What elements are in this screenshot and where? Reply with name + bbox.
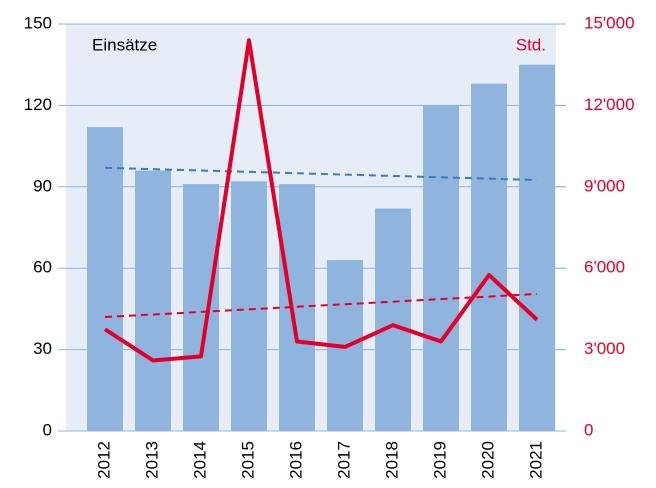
x-tick-label: 2014 xyxy=(190,441,209,479)
y2-tick-label: 0 xyxy=(584,420,593,439)
y-tick-label: 0 xyxy=(43,420,52,439)
y2-tick-label: 6'000 xyxy=(584,258,625,277)
x-tick-label: 2013 xyxy=(142,441,161,479)
legend-label: Einsätze xyxy=(92,35,157,54)
y2-tick-label: 12'000 xyxy=(584,95,635,114)
x-tick-label: 2012 xyxy=(94,441,113,479)
x-tick-label: 2017 xyxy=(334,441,353,479)
x-tick-label: 2019 xyxy=(430,441,449,479)
bar xyxy=(135,170,171,431)
y-tick-label: 120 xyxy=(24,95,52,114)
trend-line xyxy=(104,166,538,182)
x-tick-label: 2015 xyxy=(238,441,257,479)
trend-line xyxy=(104,292,538,319)
bar xyxy=(519,64,555,431)
bar xyxy=(183,184,219,431)
y-tick-label: 60 xyxy=(33,258,52,277)
x-tick-label: 2021 xyxy=(526,441,545,479)
x-tick-label: 2018 xyxy=(382,441,401,479)
y-tick-label: 30 xyxy=(33,339,52,358)
legend-label: Std. xyxy=(516,35,546,54)
y2-tick-label: 15'000 xyxy=(584,13,635,32)
bar xyxy=(87,127,123,432)
bar xyxy=(231,181,267,431)
y-tick-label: 150 xyxy=(24,13,52,32)
line xyxy=(103,38,539,363)
bar xyxy=(471,83,507,432)
bar xyxy=(423,105,459,432)
y-tick-label: 90 xyxy=(33,176,52,195)
x-tick-label: 2016 xyxy=(286,441,305,479)
y2-tick-label: 9'000 xyxy=(584,176,625,195)
bar xyxy=(375,208,411,431)
x-tick-label: 2020 xyxy=(478,441,497,479)
y2-tick-label: 3'000 xyxy=(584,339,625,358)
